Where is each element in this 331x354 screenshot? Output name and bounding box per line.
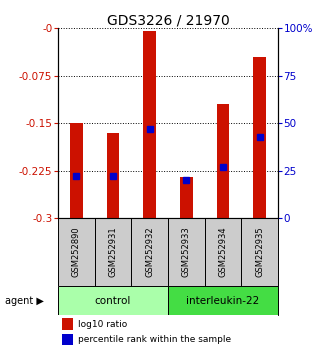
Text: GSM252933: GSM252933 [182,227,191,277]
Text: percentile rank within the sample: percentile rank within the sample [78,336,231,344]
Bar [253,57,266,218]
Text: GSM252935: GSM252935 [255,227,264,277]
Text: agent ▶: agent ▶ [5,296,44,306]
Bar [95,218,131,286]
Bar [180,177,193,218]
Text: GSM252890: GSM252890 [72,227,81,277]
Bar [168,218,205,286]
Title: GDS3226 / 21970: GDS3226 / 21970 [107,13,229,27]
Bar [131,218,168,286]
Bar [241,218,278,286]
Bar [216,104,229,218]
Text: GSM252931: GSM252931 [109,227,118,277]
Bar [205,218,241,286]
Bar [143,32,156,218]
Text: log10 ratio: log10 ratio [78,320,127,329]
Bar [62,319,73,330]
Bar [168,286,278,315]
Text: GSM252934: GSM252934 [218,227,227,277]
Bar [58,218,95,286]
Text: interleukin-22: interleukin-22 [186,296,260,306]
Text: control: control [95,296,131,306]
Bar [62,334,73,346]
Bar [70,123,83,218]
Bar [58,286,168,315]
Bar [107,133,119,218]
Text: GSM252932: GSM252932 [145,227,154,277]
